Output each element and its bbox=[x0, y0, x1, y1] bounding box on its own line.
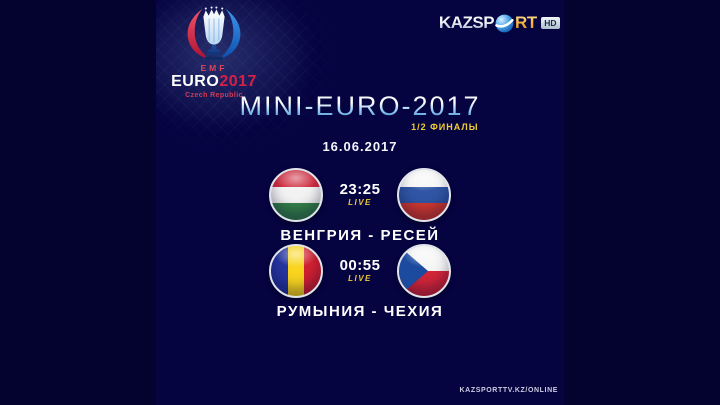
title-block: MINI-EURO-2017 1/2 ФИНАЛЫ bbox=[156, 92, 564, 135]
flag-gloss bbox=[399, 170, 449, 220]
match-1-label: ВЕНГРИЯ - РЕСЕЙ bbox=[280, 227, 440, 244]
flag-gloss bbox=[399, 246, 449, 296]
kazsport-text-orange: RT bbox=[515, 13, 537, 32]
emf-euro-2017-logo: EMF EURO2017 Czech Republic bbox=[165, 6, 263, 99]
match-2-live-badge: LIVE bbox=[348, 274, 372, 284]
flag-gloss bbox=[271, 170, 321, 220]
match-1-time-block: 23:25 LIVE bbox=[335, 180, 385, 208]
hd-badge: HD bbox=[540, 17, 560, 29]
euro-2017-text: EURO2017 bbox=[171, 73, 257, 90]
footer-url: KAZSPORTTV.KZ/ONLINE bbox=[459, 387, 558, 394]
match-2-label: РУМЫНИЯ - ЧЕХИЯ bbox=[276, 303, 444, 320]
kazsport-logo: KAZSP RT HD bbox=[439, 12, 560, 34]
center-panel bbox=[156, 0, 564, 405]
czech-republic-text: Czech Republic bbox=[185, 91, 243, 99]
match-row-romania-czech: 00:55 LIVE РУМЫНИЯ - ЧЕХИЯ bbox=[156, 244, 564, 320]
emf-text: EMF bbox=[200, 63, 228, 73]
trophy-icon bbox=[187, 6, 241, 60]
stage-label: 1/2 ФИНАЛЫ bbox=[411, 122, 479, 133]
match-1-time: 23:25 bbox=[339, 180, 381, 198]
flag-gloss bbox=[271, 246, 321, 296]
romania-flag-icon bbox=[269, 244, 323, 298]
russia-flag-icon bbox=[397, 168, 451, 222]
match-date: 16.06.2017 bbox=[322, 139, 398, 154]
kazsport-text-silver: KAZSP bbox=[438, 13, 495, 32]
match-2-time-block: 00:55 LIVE bbox=[335, 256, 385, 284]
football-icon bbox=[495, 14, 514, 32]
czech-republic-flag-icon bbox=[397, 244, 451, 298]
match-row-hungary-russia: 23:25 LIVE ВЕНГРИЯ - РЕСЕЙ bbox=[156, 168, 564, 244]
hungary-flag-icon bbox=[269, 168, 323, 222]
match-1-live-badge: LIVE bbox=[348, 198, 372, 208]
match-2-time: 00:55 bbox=[339, 256, 381, 274]
page-title: MINI-EURO-2017 bbox=[239, 91, 481, 121]
